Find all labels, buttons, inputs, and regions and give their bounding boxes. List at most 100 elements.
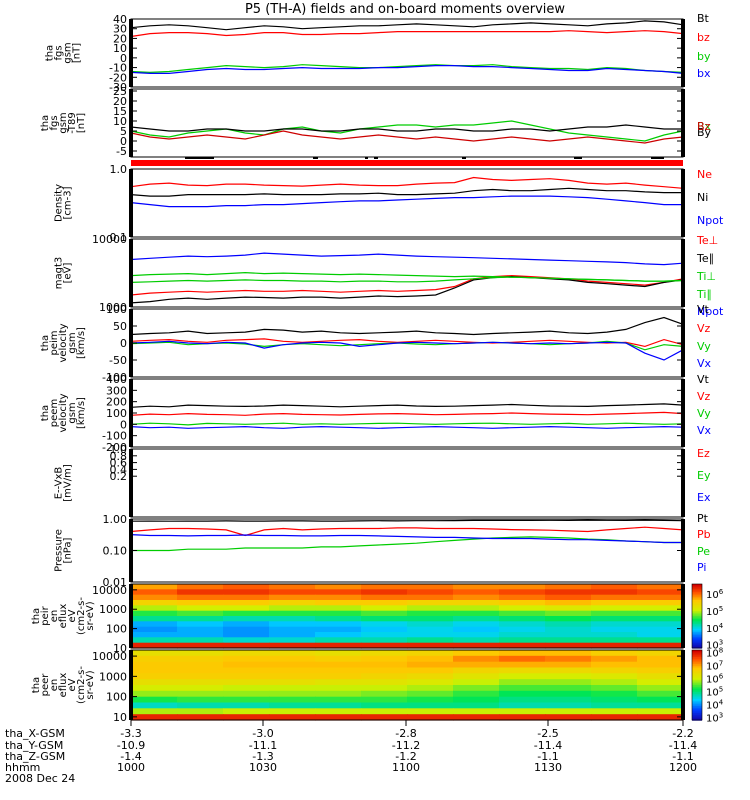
heatmap-cell: [591, 655, 638, 663]
legend-label: Vt: [697, 373, 710, 386]
heatmap-cell: [223, 661, 270, 669]
heatmap-cell: [453, 655, 500, 663]
x-axis-labels: tha_X-GSM -3.3 -3.0 -2.8 -2.5 -2.2 tha_Y-GSM -1…: [5, 720, 697, 785]
colorbar-segment: [692, 662, 702, 665]
legend-label: Ni: [697, 191, 708, 204]
figure-title: P5 (TH-A) fields and on-board moments ov…: [245, 2, 565, 17]
heatmap-cell: [637, 621, 684, 628]
heatmap-cell: [315, 696, 362, 704]
heatmap-cell: [131, 594, 178, 601]
heatmap-cell: [223, 632, 270, 638]
heatmap-cell: [223, 594, 270, 601]
y-tick-label: 20: [113, 32, 127, 45]
y-tick-label: 10: [113, 115, 127, 128]
colorbar-frame: [691, 583, 703, 649]
series-line-by: [130, 64, 684, 74]
colorbar-segment: [692, 699, 702, 702]
colorbar-segment: [692, 669, 702, 672]
colorbar-segment: [692, 635, 702, 638]
heatmap-cell: [269, 685, 316, 692]
y-axis-label: [nT]: [76, 113, 87, 133]
colorbar-segment: [692, 707, 702, 711]
heatmap-cell: [223, 667, 270, 674]
heatmap-cell: [177, 708, 224, 715]
heatmap-cell: [269, 589, 316, 596]
colorbar-segment: [692, 596, 702, 599]
y-axis-label: [mV/m]: [63, 464, 74, 502]
heatmap-cell: [269, 655, 316, 663]
colorbar-segment: [692, 688, 702, 691]
heatmap-cell: [177, 594, 224, 601]
heatmap-cell: [315, 650, 362, 657]
heatmap-cell: [131, 673, 178, 680]
y-axis-label: fgs: [49, 115, 60, 130]
heatmap-cell: [591, 637, 638, 644]
heatmap-cell: [591, 616, 638, 622]
heatmap-cell: [361, 621, 408, 628]
heatmap-cell: [407, 632, 454, 638]
heatmap-cell: [361, 632, 408, 638]
y-axis-label: peim: [49, 330, 60, 355]
heatmap-cell: [177, 702, 224, 709]
legend-label: Ti⊥: [696, 270, 716, 283]
status-mark: [462, 157, 466, 159]
heatmap-cell: [453, 702, 500, 709]
series-line-Pt: [130, 519, 684, 522]
colorbar-segment: [692, 584, 702, 587]
colorbar-segment: [692, 671, 702, 674]
heatmap-cell: [131, 642, 178, 649]
panel-left-edge: [129, 19, 133, 87]
heatmap-cell: [407, 605, 454, 612]
heatmap-cell: [361, 690, 408, 698]
colorbar-segment: [692, 619, 702, 622]
y-tick-label: 10000: [92, 584, 127, 597]
status-bar: [131, 160, 683, 166]
colorbar-segment: [692, 650, 702, 653]
heatmap-cell: [545, 708, 592, 715]
heatmap-cell: [361, 637, 408, 644]
heatmap-cell: [453, 610, 500, 617]
heatmap-cell: [269, 642, 316, 649]
heatmap-cell: [177, 673, 224, 680]
panel-frame: [130, 378, 684, 448]
heatmap-cell: [499, 626, 546, 633]
panel-7: Ez Ey Ex 1.00.80.60.40.2 E--VxB[mV/m]: [54, 443, 711, 518]
heatmap-cell: [591, 605, 638, 612]
colorbar-segment: [692, 601, 702, 604]
y-tick-label: 1000: [99, 301, 127, 314]
heatmap-cell: [131, 626, 178, 633]
panel-left-edge: [129, 239, 133, 307]
series-line-Ne: [130, 176, 684, 189]
heatmap-cell: [591, 708, 638, 715]
colorbar-segment: [692, 620, 702, 623]
series-line-Npot: [130, 195, 683, 208]
colorbar-segment: [692, 679, 702, 683]
colorbar-segment: [692, 683, 702, 686]
heatmap-cell: [637, 673, 684, 680]
heatmap-cell: [499, 650, 546, 657]
heatmap-cell: [637, 661, 684, 669]
status-mark: [574, 157, 582, 159]
y-tick-label: 0: [120, 52, 127, 65]
y-axis-label: gsm: [67, 402, 78, 423]
colorbar-segment: [692, 627, 702, 630]
x-row-label: tha_Z-GSM: [5, 750, 65, 763]
series-line-Te⊥: [130, 274, 684, 296]
legend-label: Bz: [697, 120, 711, 133]
heatmap-cell: [453, 626, 500, 633]
heatmap-cell: [407, 650, 454, 657]
heatmap-cell: [361, 642, 408, 649]
heatmap-cell: [269, 679, 316, 686]
heatmap-cell: [545, 655, 592, 663]
heatmap-cell: [499, 621, 546, 628]
y-tick-label: -20: [109, 71, 127, 84]
heatmap-cell: [591, 610, 638, 617]
legend-label: Vz: [697, 322, 711, 335]
heatmap-cell: [361, 589, 408, 596]
panel-frame: [130, 18, 684, 88]
colorbar-segment: [692, 686, 702, 690]
heatmap-cell: [177, 642, 224, 649]
y-tick-label: -5: [116, 145, 127, 158]
colorbar-segment: [692, 598, 702, 601]
